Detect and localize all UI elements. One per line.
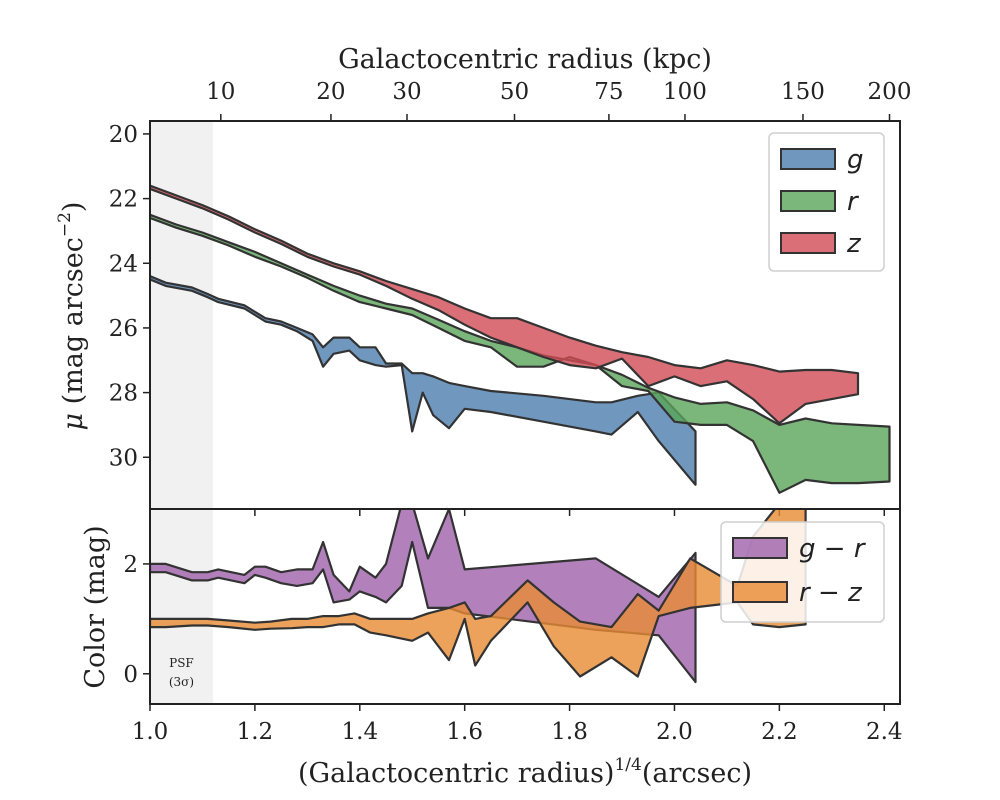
x-tick-label: 1.4	[342, 719, 379, 745]
x-tick-label: 1.0	[132, 719, 169, 745]
top-tick-label: 20	[316, 79, 345, 105]
top-panel: 20 22 24 26 28 30 10 20 30 50 75 100 150 200 grz	[109, 79, 912, 516]
x-tick-label: 2.0	[656, 719, 693, 745]
top-tick-label: 200	[868, 79, 912, 105]
axis-labels: Galactocentric radius (kpc) (Galactocent…	[55, 44, 752, 789]
top-tick-label: 75	[594, 79, 623, 105]
x-axis-label: (Galactocentric radius)1/4(arcsec)	[298, 755, 752, 789]
psf-label: PSF	[169, 656, 194, 670]
top-tick-label: 10	[206, 79, 235, 105]
band-rz	[150, 509, 807, 678]
y-tick-label: 28	[109, 381, 138, 407]
legend-label: g − r	[799, 534, 867, 564]
psf-sublabel: (3σ)	[169, 675, 194, 689]
psf-shaded-region	[150, 509, 213, 704]
bottom-panel: 0 2 1.0 1.2 1.4 1.6 1.8 2.0 2.2 2.4 PSF (3σ) g − r r …	[123, 508, 903, 745]
legend-label: r	[847, 187, 860, 217]
legend-label: g	[847, 145, 864, 175]
legend-label: r − z	[799, 578, 863, 608]
psf-shaded-region	[150, 121, 213, 509]
legend-swatch	[780, 232, 836, 254]
y-tick-label: 22	[109, 187, 138, 213]
y-tick-label: 24	[109, 251, 138, 277]
x-tick-label: 2.2	[761, 719, 798, 745]
bottom-y-axis-label: Color (mag)	[80, 525, 111, 688]
legend-label: z	[846, 229, 862, 259]
band-r	[150, 213, 891, 494]
axes-frame	[149, 508, 901, 705]
top-y-axis-label: μ (mag arcsec−2)	[55, 202, 89, 431]
legend: grz	[768, 132, 885, 272]
y-tick-label: 20	[109, 122, 138, 148]
band-z	[150, 184, 860, 425]
y-tick-label: 30	[109, 445, 138, 471]
band-g	[150, 275, 697, 486]
y-tick-label: 26	[109, 316, 138, 342]
top-axis-label: Galactocentric radius (kpc)	[338, 44, 712, 75]
top-tick-label: 100	[663, 79, 707, 105]
x-tick-label: 1.2	[237, 719, 274, 745]
legend-swatch	[780, 190, 836, 212]
legend-swatch	[732, 537, 788, 559]
x-tick-label: 1.6	[446, 719, 483, 745]
top-tick-label: 30	[392, 79, 421, 105]
band-gr	[150, 509, 697, 684]
legend: g − r r − z	[720, 521, 885, 623]
top-tick-label: 150	[781, 79, 825, 105]
legend-swatch	[780, 148, 836, 170]
x-tick-label: 1.8	[551, 719, 588, 745]
y-tick-label: 0	[123, 662, 138, 688]
x-tick-label: 2.4	[866, 719, 903, 745]
top-tick-label: 50	[500, 79, 529, 105]
legend-swatch	[732, 581, 788, 603]
y-tick-label: 2	[123, 552, 138, 578]
